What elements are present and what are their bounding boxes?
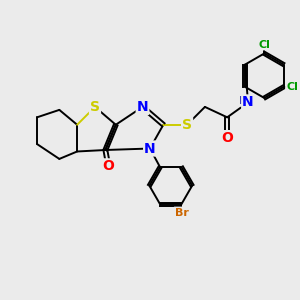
Text: S: S — [90, 100, 100, 114]
Text: N: N — [137, 100, 148, 114]
Text: Cl: Cl — [258, 40, 270, 50]
Text: O: O — [102, 159, 114, 173]
Text: Cl: Cl — [286, 82, 298, 92]
Text: Br: Br — [175, 208, 188, 218]
Text: N: N — [144, 142, 156, 155]
Text: H: H — [239, 96, 248, 106]
Text: S: S — [182, 118, 192, 132]
Text: N: N — [242, 95, 254, 110]
Text: O: O — [221, 131, 233, 145]
